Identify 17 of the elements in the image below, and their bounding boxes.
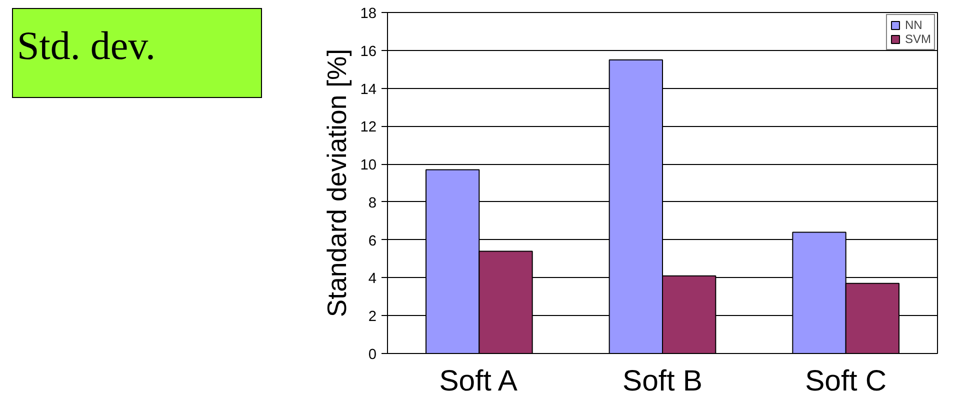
x-tick-label: Soft B bbox=[622, 364, 702, 398]
y-tick-label: 4 bbox=[368, 271, 377, 288]
y-tick-label: 2 bbox=[368, 309, 377, 326]
y-tick-label: 8 bbox=[368, 195, 377, 212]
y-tick-label: 14 bbox=[360, 82, 377, 98]
y-tick-label: 0 bbox=[368, 347, 377, 363]
y-tick-label: 12 bbox=[360, 120, 377, 136]
legend-label: NN bbox=[904, 18, 924, 32]
y-tick-label: 6 bbox=[368, 233, 377, 250]
chart-title: Std. dev. bbox=[17, 22, 156, 70]
x-tick-label: Soft A bbox=[439, 364, 518, 398]
legend-label: SVM bbox=[904, 32, 931, 46]
y-tick-label: 16 bbox=[360, 44, 377, 60]
x-tick-label: Soft C bbox=[805, 364, 887, 398]
y-tick-label: 18 bbox=[360, 6, 377, 22]
y-tick-label: 10 bbox=[360, 158, 377, 174]
y-axis-title: Standard deviation [%] bbox=[322, 48, 352, 318]
